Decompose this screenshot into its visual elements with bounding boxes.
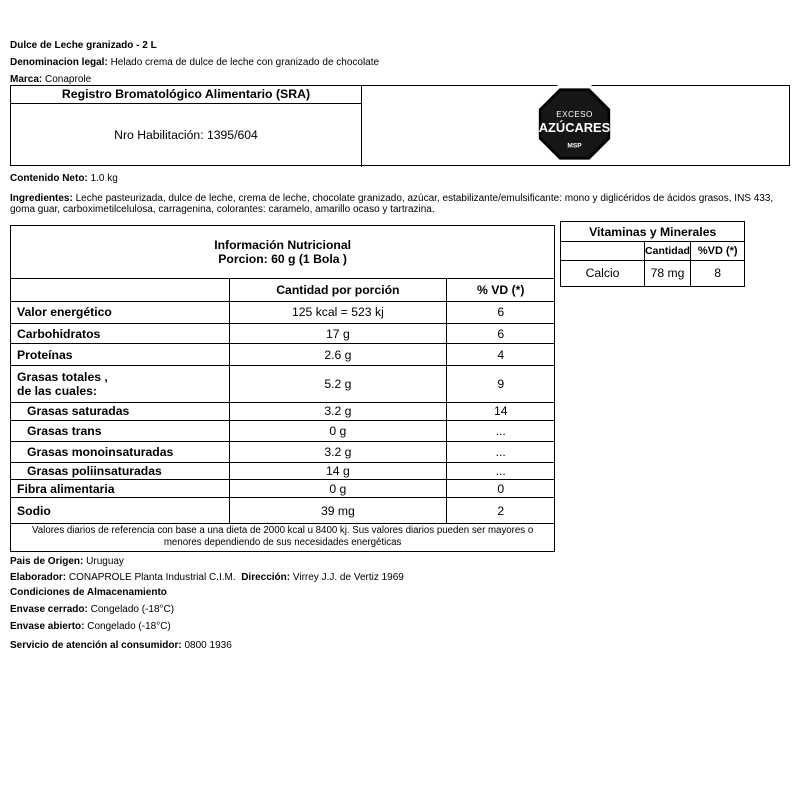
svg-text:MSP: MSP — [567, 142, 582, 149]
svg-text:EXCESO: EXCESO — [556, 110, 592, 119]
svg-text:AZÚCARES: AZÚCARES — [538, 120, 610, 135]
